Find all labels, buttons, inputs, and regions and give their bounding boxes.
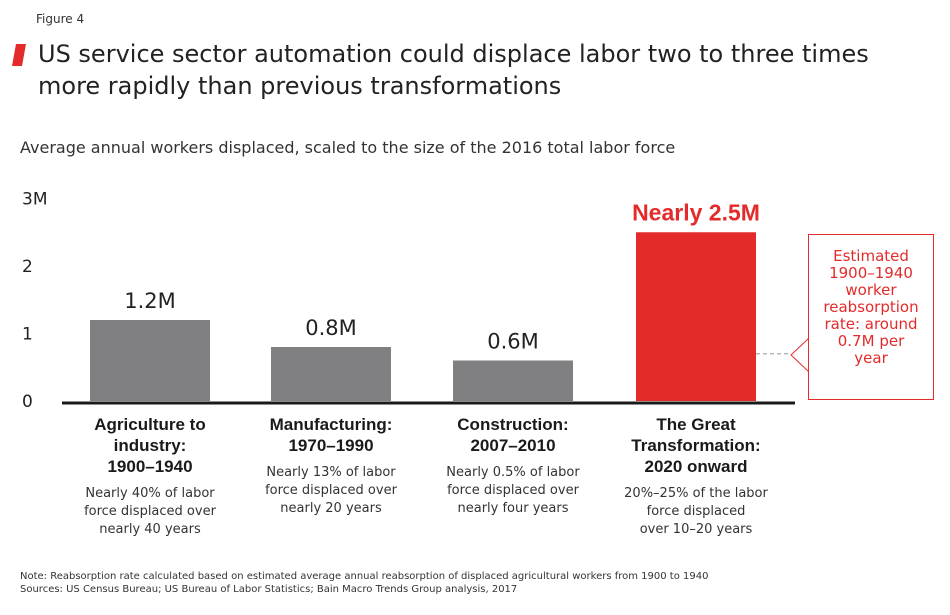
category-description: Nearly 0.5% of labor force displaced over… — [423, 464, 603, 518]
title-accent-mark — [12, 44, 26, 66]
category-title: Agriculture to industry: 1900–1940 — [55, 414, 245, 477]
category-description: 20%–25% of the labor force displaced over … — [606, 485, 786, 539]
callout-line: rate: around — [824, 315, 918, 333]
category-title-line: Transformation: — [631, 436, 761, 455]
bar — [271, 347, 391, 401]
bar — [636, 232, 756, 401]
bar-value-label: Nearly 2.5M — [632, 199, 760, 225]
y-tick-label: 1 — [22, 325, 33, 345]
bar — [453, 360, 573, 401]
category-description-line: Nearly 40% of labor — [85, 486, 215, 501]
bar — [90, 320, 210, 401]
category-description-line: nearly four years — [457, 501, 569, 516]
category-title: Construction: 2007–2010 — [418, 414, 608, 456]
category-title-line: Manufacturing: — [269, 415, 393, 434]
category-title-line: 2020 onward — [644, 457, 748, 476]
category-description: Nearly 40% of labor force displaced over n… — [60, 485, 240, 539]
bar-value-label: 0.8M — [305, 316, 357, 340]
category-title: The Great Transformation: 2020 onward — [601, 414, 791, 477]
category-title-line: The Great — [656, 415, 736, 434]
footer-sources: Sources: US Census Bureau; US Bureau of … — [20, 584, 518, 595]
figure-label: Figure 4 — [36, 12, 85, 26]
y-tick-label: 3M — [22, 190, 47, 210]
category-description-line: nearly 20 years — [280, 501, 382, 516]
category-title-line: 1900–1940 — [107, 457, 193, 476]
reabsorption-callout: Estimated 1900–1940 worker reabsorption rate… — [808, 234, 934, 400]
y-tick-label: 0 — [22, 392, 33, 412]
callout-line: 1900–1940 — [829, 264, 913, 282]
footer-note: Note: Reabsorption rate calculated based… — [20, 571, 709, 582]
callout-pointer — [790, 338, 810, 372]
category-title-line: 2007–2010 — [470, 436, 556, 455]
category-description-line: nearly 40 years — [99, 522, 201, 537]
category-description-line: force displaced over — [84, 504, 216, 519]
chart-title: US service sector automation could displ… — [38, 40, 869, 100]
chart-subtitle: Average annual workers displaced, scaled… — [20, 138, 676, 157]
category-title-line: Agriculture to — [94, 415, 206, 434]
bar-value-label: 1.2M — [124, 289, 176, 313]
category-title-line: industry: — [113, 436, 187, 455]
category-description-line: force displaced over — [265, 483, 397, 498]
callout-line: worker — [845, 281, 897, 299]
callout-line: 0.7M per — [837, 332, 905, 350]
category-title: Manufacturing: 1970–1990 — [236, 414, 426, 456]
footer: Note: Reabsorption rate calculated based… — [20, 570, 930, 596]
category-description-line: force displaced — [646, 504, 746, 519]
callout-line: Estimated — [833, 247, 909, 265]
bar-value-label: 0.6M — [487, 330, 539, 354]
category-description: Nearly 13% of labor force displaced over n… — [241, 464, 421, 518]
category-description-line: Nearly 0.5% of labor — [446, 465, 580, 480]
y-tick-label: 2 — [22, 257, 33, 277]
category-description-line: over 10–20 years — [639, 522, 753, 537]
category-description-line: 20%–25% of the labor — [624, 486, 768, 501]
callout-line: year — [854, 349, 888, 367]
category-title-line: 1970–1990 — [288, 436, 374, 455]
category-description-line: Nearly 13% of labor — [266, 465, 396, 480]
category-description-line: force displaced over — [447, 483, 579, 498]
category-title-line: Construction: — [457, 415, 569, 434]
callout-line: reabsorption — [823, 298, 919, 316]
